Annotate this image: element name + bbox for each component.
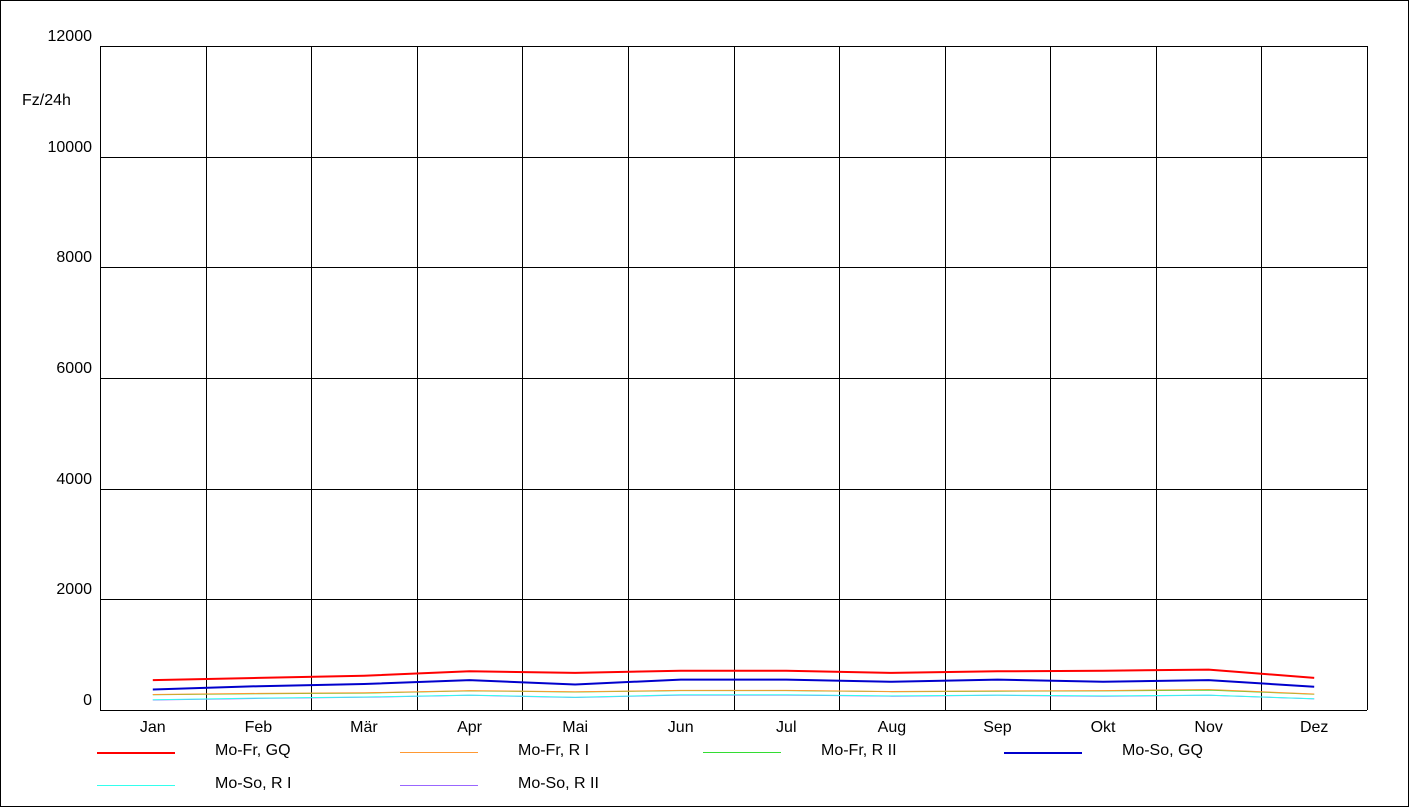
x-tick-label: Aug [877,719,907,736]
legend-swatch [400,785,478,786]
x-tick-label: Sep [983,719,1012,736]
series-line-3 [152,678,1315,691]
series-line-4 [152,694,1315,701]
legend-label: Mo-Fr, R II [821,742,897,759]
legend-swatch [97,752,175,754]
legend-label: Mo-So, GQ [1122,742,1203,759]
legend-label: Mo-So, R I [215,775,292,792]
x-tick-label: Jun [667,719,694,736]
y-tick-label: 4000 [56,470,92,488]
legend-label: Mo-Fr, GQ [215,742,291,759]
series-line-1 [152,688,1315,695]
legend-swatch [703,752,781,753]
x-tick-label: Nov [1194,719,1223,736]
grid [100,46,1368,711]
x-tick-label: Mai [562,719,589,736]
x-tick-label: Mär [350,719,378,736]
legend-swatch [400,752,478,753]
x-tick-label: Okt [1090,719,1116,736]
y-tick-label: 10000 [47,138,93,156]
y-tick-label: 6000 [56,360,92,377]
x-tick-label: Feb [244,719,273,736]
x-tick-label: Dez [1299,719,1329,736]
x-tick-label: Jan [139,719,166,736]
series-lines [152,668,1315,701]
legend-swatch [1004,752,1082,754]
x-tick-label: Apr [457,719,482,736]
x-tick-label: Jul [776,719,797,736]
legend-swatch [97,785,175,786]
y-axis-label: Fz/24h [22,92,71,109]
series-line-0 [152,668,1315,682]
y-tick-label: 8000 [56,249,92,267]
y-tick-label: 12000 [47,28,93,45]
legend-label: Mo-Fr, R I [518,742,590,759]
legend-label: Mo-So, R II [518,775,599,792]
y-tick-label: 0 [83,692,92,709]
y-tick-label: 2000 [56,581,92,599]
